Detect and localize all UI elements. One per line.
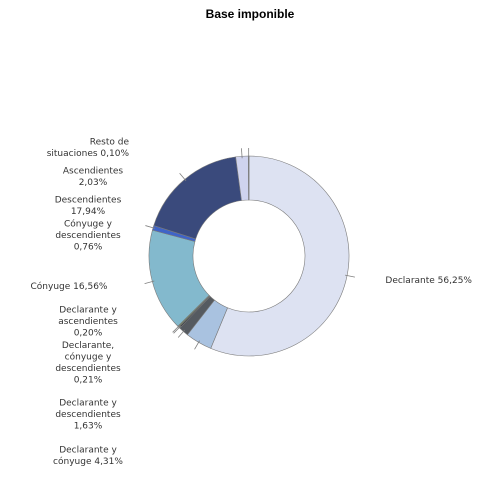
slice-label-line: 0,20% — [74, 329, 103, 339]
slice-label-line: Ascendientes — [63, 166, 124, 176]
leader-line-declarante-y-descendientes — [177, 329, 186, 338]
leader-line-conyuge-y-descendientes — [145, 225, 156, 229]
slice-label-line: Descendientes — [55, 195, 122, 205]
slice-label-declarante-y-descendientes: Declarante y descendientes 1,63% — [55, 399, 121, 432]
slice-label-line: descendientes — [55, 231, 121, 241]
slice-resto-de-situaciones — [248, 155, 250, 201]
slice-label-descendientes: Descendientes 17,94% — [55, 195, 122, 217]
leader-lines — [144, 147, 355, 350]
slice-label-line: 0,76% — [74, 243, 103, 253]
leader-line-declarante-y-conyuge — [194, 340, 200, 350]
leader-line-descendientes — [179, 172, 187, 182]
slice-descendientes — [153, 156, 242, 240]
leader-line-declarante — [345, 274, 355, 278]
slice-label-line: Declarante, — [62, 341, 114, 351]
slice-label-line: Resto de — [90, 137, 130, 147]
slice-label-declarante: Declarante 56,25% — [385, 276, 472, 286]
slice-label-declarante-conyuge-y-descendientes: Declarante, cónyuge y descendientes 0,21% — [55, 341, 121, 386]
slice-label-line: 2,03% — [79, 178, 108, 188]
slice-label-line: Declarante 56,25% — [385, 276, 472, 286]
slice-label-line: 1,63% — [74, 422, 103, 432]
slice-label-line: situaciones 0,10% — [47, 149, 130, 159]
slice-label-conyuge-y-descendientes: Cónyuge y descendientes 0,76% — [55, 219, 121, 253]
slice-label-line: 0,21% — [74, 375, 103, 385]
slice-label-conyuge: Cónyuge 16,56% — [31, 281, 108, 292]
leader-line-conyuge — [144, 280, 155, 284]
slice-label-line: descendientes — [55, 364, 121, 374]
slice-label-line: cónyuge 4,31% — [53, 456, 123, 467]
slice-label-line: cónyuge y — [65, 351, 112, 362]
leader-line-declarante-conyuge-y-descendientes — [173, 325, 181, 334]
slice-labels: Declarante 56,25%Declarante y cónyuge 4,3… — [31, 137, 473, 467]
slice-label-resto-de-situaciones: Resto de situaciones 0,10% — [47, 137, 130, 159]
slice-label-line: ascendientes — [58, 317, 118, 327]
slice-label-declarante-y-ascendientes: Declarante y ascendientes 0,20% — [58, 306, 118, 339]
leader-line-declarante-y-ascendientes — [172, 324, 180, 333]
slice-label-ascendientes: Ascendientes 2,03% — [63, 166, 124, 188]
slice-label-line: Declarante y — [59, 445, 117, 455]
donut-slices — [148, 155, 350, 357]
slice-label-line: descendientes — [55, 410, 121, 420]
slice-label-line: 17,94% — [71, 207, 106, 217]
slice-label-line: Declarante y — [59, 399, 117, 409]
slice-label-line: Declarante y — [59, 306, 117, 316]
slice-label-declarante-y-conyuge: Declarante y cónyuge 4,31% — [53, 445, 123, 467]
slice-declarante — [210, 155, 350, 357]
leader-line-ascendientes — [241, 148, 243, 159]
slice-label-line: Cónyuge y — [64, 219, 113, 230]
chart-title: Base imponible — [206, 7, 295, 21]
slice-label-line: Cónyuge 16,56% — [31, 281, 108, 292]
